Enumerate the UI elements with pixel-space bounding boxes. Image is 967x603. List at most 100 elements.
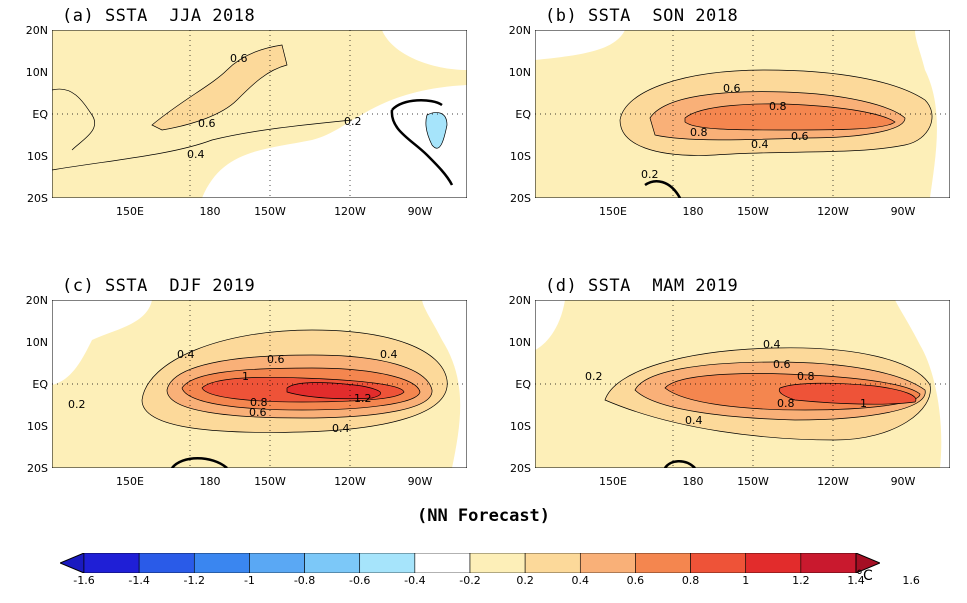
lon-label: 150W <box>737 475 769 488</box>
contour-label: 0.2 <box>68 398 86 411</box>
anomaly-region-low <box>52 300 152 385</box>
contour-label: 0.6 <box>723 82 741 95</box>
colorbar-swatch <box>800 553 857 573</box>
lat-label: EQ <box>515 108 531 121</box>
contour-label: 0.4 <box>380 348 398 361</box>
colorbar-unit: °C <box>856 568 873 584</box>
colorbar-tick-label: 1.2 <box>792 574 810 587</box>
lon-label: 180 <box>682 205 704 218</box>
anomaly-region-14 <box>286 382 382 400</box>
lat-label: 20N <box>508 294 531 307</box>
contour-label: 0.6 <box>198 117 216 130</box>
lat-label: 10S <box>510 420 531 433</box>
map-frame: 0.4 0.6 0.4 1 1.2 0.8 0.6 0.4 0.2 <box>52 300 467 468</box>
lat-label: 20S <box>27 192 48 205</box>
panel-a: (a) SSTA JJA 2018 0.6 0.6 0.4 0.2 20N 10… <box>0 0 467 240</box>
panel-title: (d) SSTA MAM 2019 <box>545 276 739 296</box>
lat-label: 20S <box>510 462 531 475</box>
colorbar-swatch <box>414 553 471 573</box>
lat-label: 10S <box>510 150 531 163</box>
contour-label: 0.8 <box>250 396 268 409</box>
colorbar-arrow-low <box>60 553 85 573</box>
contour-label: 0.6 <box>791 130 809 143</box>
colorbar-swatch <box>359 553 416 573</box>
colorbar-tick-label: -1.6 <box>73 574 95 587</box>
contour-label: 0.4 <box>177 348 195 361</box>
lat-label: 10N <box>25 66 48 79</box>
contour-label: 0.4 <box>685 414 703 427</box>
panel-title: (b) SSTA SON 2018 <box>545 6 739 26</box>
lat-label: 20N <box>508 24 531 37</box>
colorbar-swatch <box>138 553 195 573</box>
lat-label: EQ <box>32 108 48 121</box>
anomaly-region-low <box>895 300 950 468</box>
figure-caption: (NN Forecast) <box>416 506 551 526</box>
map-frame: 0.4 0.6 0.8 0.2 0.8 1 0.4 <box>535 300 950 468</box>
lon-label: 90W <box>407 475 433 488</box>
colorbar-tick-label: -0.2 <box>459 574 481 587</box>
contour-label: 0.8 <box>769 100 787 113</box>
colorbar-swatch <box>690 553 747 573</box>
lon-label: 150E <box>116 205 144 218</box>
anomaly-region-negative <box>425 112 448 149</box>
map-frame: 0.6 0.8 0.8 0.6 0.4 0.2 <box>535 30 950 198</box>
colorbar-tick-label: -1.4 <box>128 574 150 587</box>
colorbar-swatch <box>193 553 250 573</box>
zero-contour <box>391 99 443 111</box>
lon-label: 150E <box>599 205 627 218</box>
anomaly-region-low <box>422 300 467 468</box>
lat-label: 10S <box>27 150 48 163</box>
zero-contour <box>171 457 228 468</box>
colorbar-tick-label: -1 <box>243 574 255 587</box>
colorbar-tick-label: 0.4 <box>571 574 590 587</box>
contour-label: 0.4 <box>763 338 781 351</box>
lat-label: 10N <box>25 336 48 349</box>
anomaly-region-10 <box>684 103 896 131</box>
colorbar-swatch <box>469 553 526 573</box>
contour-line <box>52 119 353 171</box>
contour-label: 1 <box>860 397 867 410</box>
colorbar-tick-label: 0.6 <box>626 574 645 587</box>
colorbar-swatch <box>249 553 305 573</box>
lon-label: 90W <box>890 475 916 488</box>
contour-label: 0.4 <box>751 138 769 151</box>
colorbar-swatch <box>524 553 581 573</box>
lon-label: 120W <box>334 475 366 488</box>
lon-label: 180 <box>199 475 221 488</box>
contour-label: 0.6 <box>249 406 267 419</box>
colorbar-tick-label: 1 <box>742 574 750 587</box>
colorbar-tick-label: 0.8 <box>681 574 700 587</box>
anomaly-region-low <box>382 30 467 70</box>
lon-label: 150W <box>254 475 286 488</box>
anomaly-region-low <box>915 30 950 198</box>
lat-label: 20S <box>27 462 48 475</box>
lon-label: 120W <box>817 475 849 488</box>
lon-label: 150W <box>737 205 769 218</box>
colorbar-tick-label: -0.8 <box>293 574 316 587</box>
lat-label: 10N <box>508 336 531 349</box>
lon-label: 150E <box>116 475 144 488</box>
lon-label: 120W <box>334 205 366 218</box>
lon-label: 180 <box>199 205 221 218</box>
lon-label: 150W <box>254 205 286 218</box>
anomaly-region-low <box>535 300 565 350</box>
lon-label: 90W <box>407 205 433 218</box>
panel-d: (d) SSTA MAM 2019 0.4 0.6 0.8 0.2 0.8 1 … <box>483 270 950 510</box>
lat-label: 20S <box>510 192 531 205</box>
colorbar-tick-label: -1.2 <box>183 574 206 587</box>
anomaly-region-low <box>535 30 625 60</box>
lon-label: 120W <box>817 205 849 218</box>
colorbar-arrow-high <box>855 553 880 573</box>
colorbar <box>60 553 880 573</box>
colorbar-swatch <box>635 553 691 573</box>
contour-label: 0.2 <box>585 370 603 383</box>
lat-label: EQ <box>515 378 531 391</box>
coastline <box>52 88 95 151</box>
lat-label: 10S <box>27 420 48 433</box>
panel-c: (c) SSTA DJF 2019 0.4 0.6 0.4 1 1.2 0.8 … <box>0 270 467 510</box>
colorbar-tick-label: 0.2 <box>516 574 534 587</box>
panel-title: (c) SSTA DJF 2019 <box>62 276 256 296</box>
anomaly-region-low <box>202 85 467 198</box>
lon-label: 180 <box>682 475 704 488</box>
colorbar-swatch <box>579 553 636 573</box>
